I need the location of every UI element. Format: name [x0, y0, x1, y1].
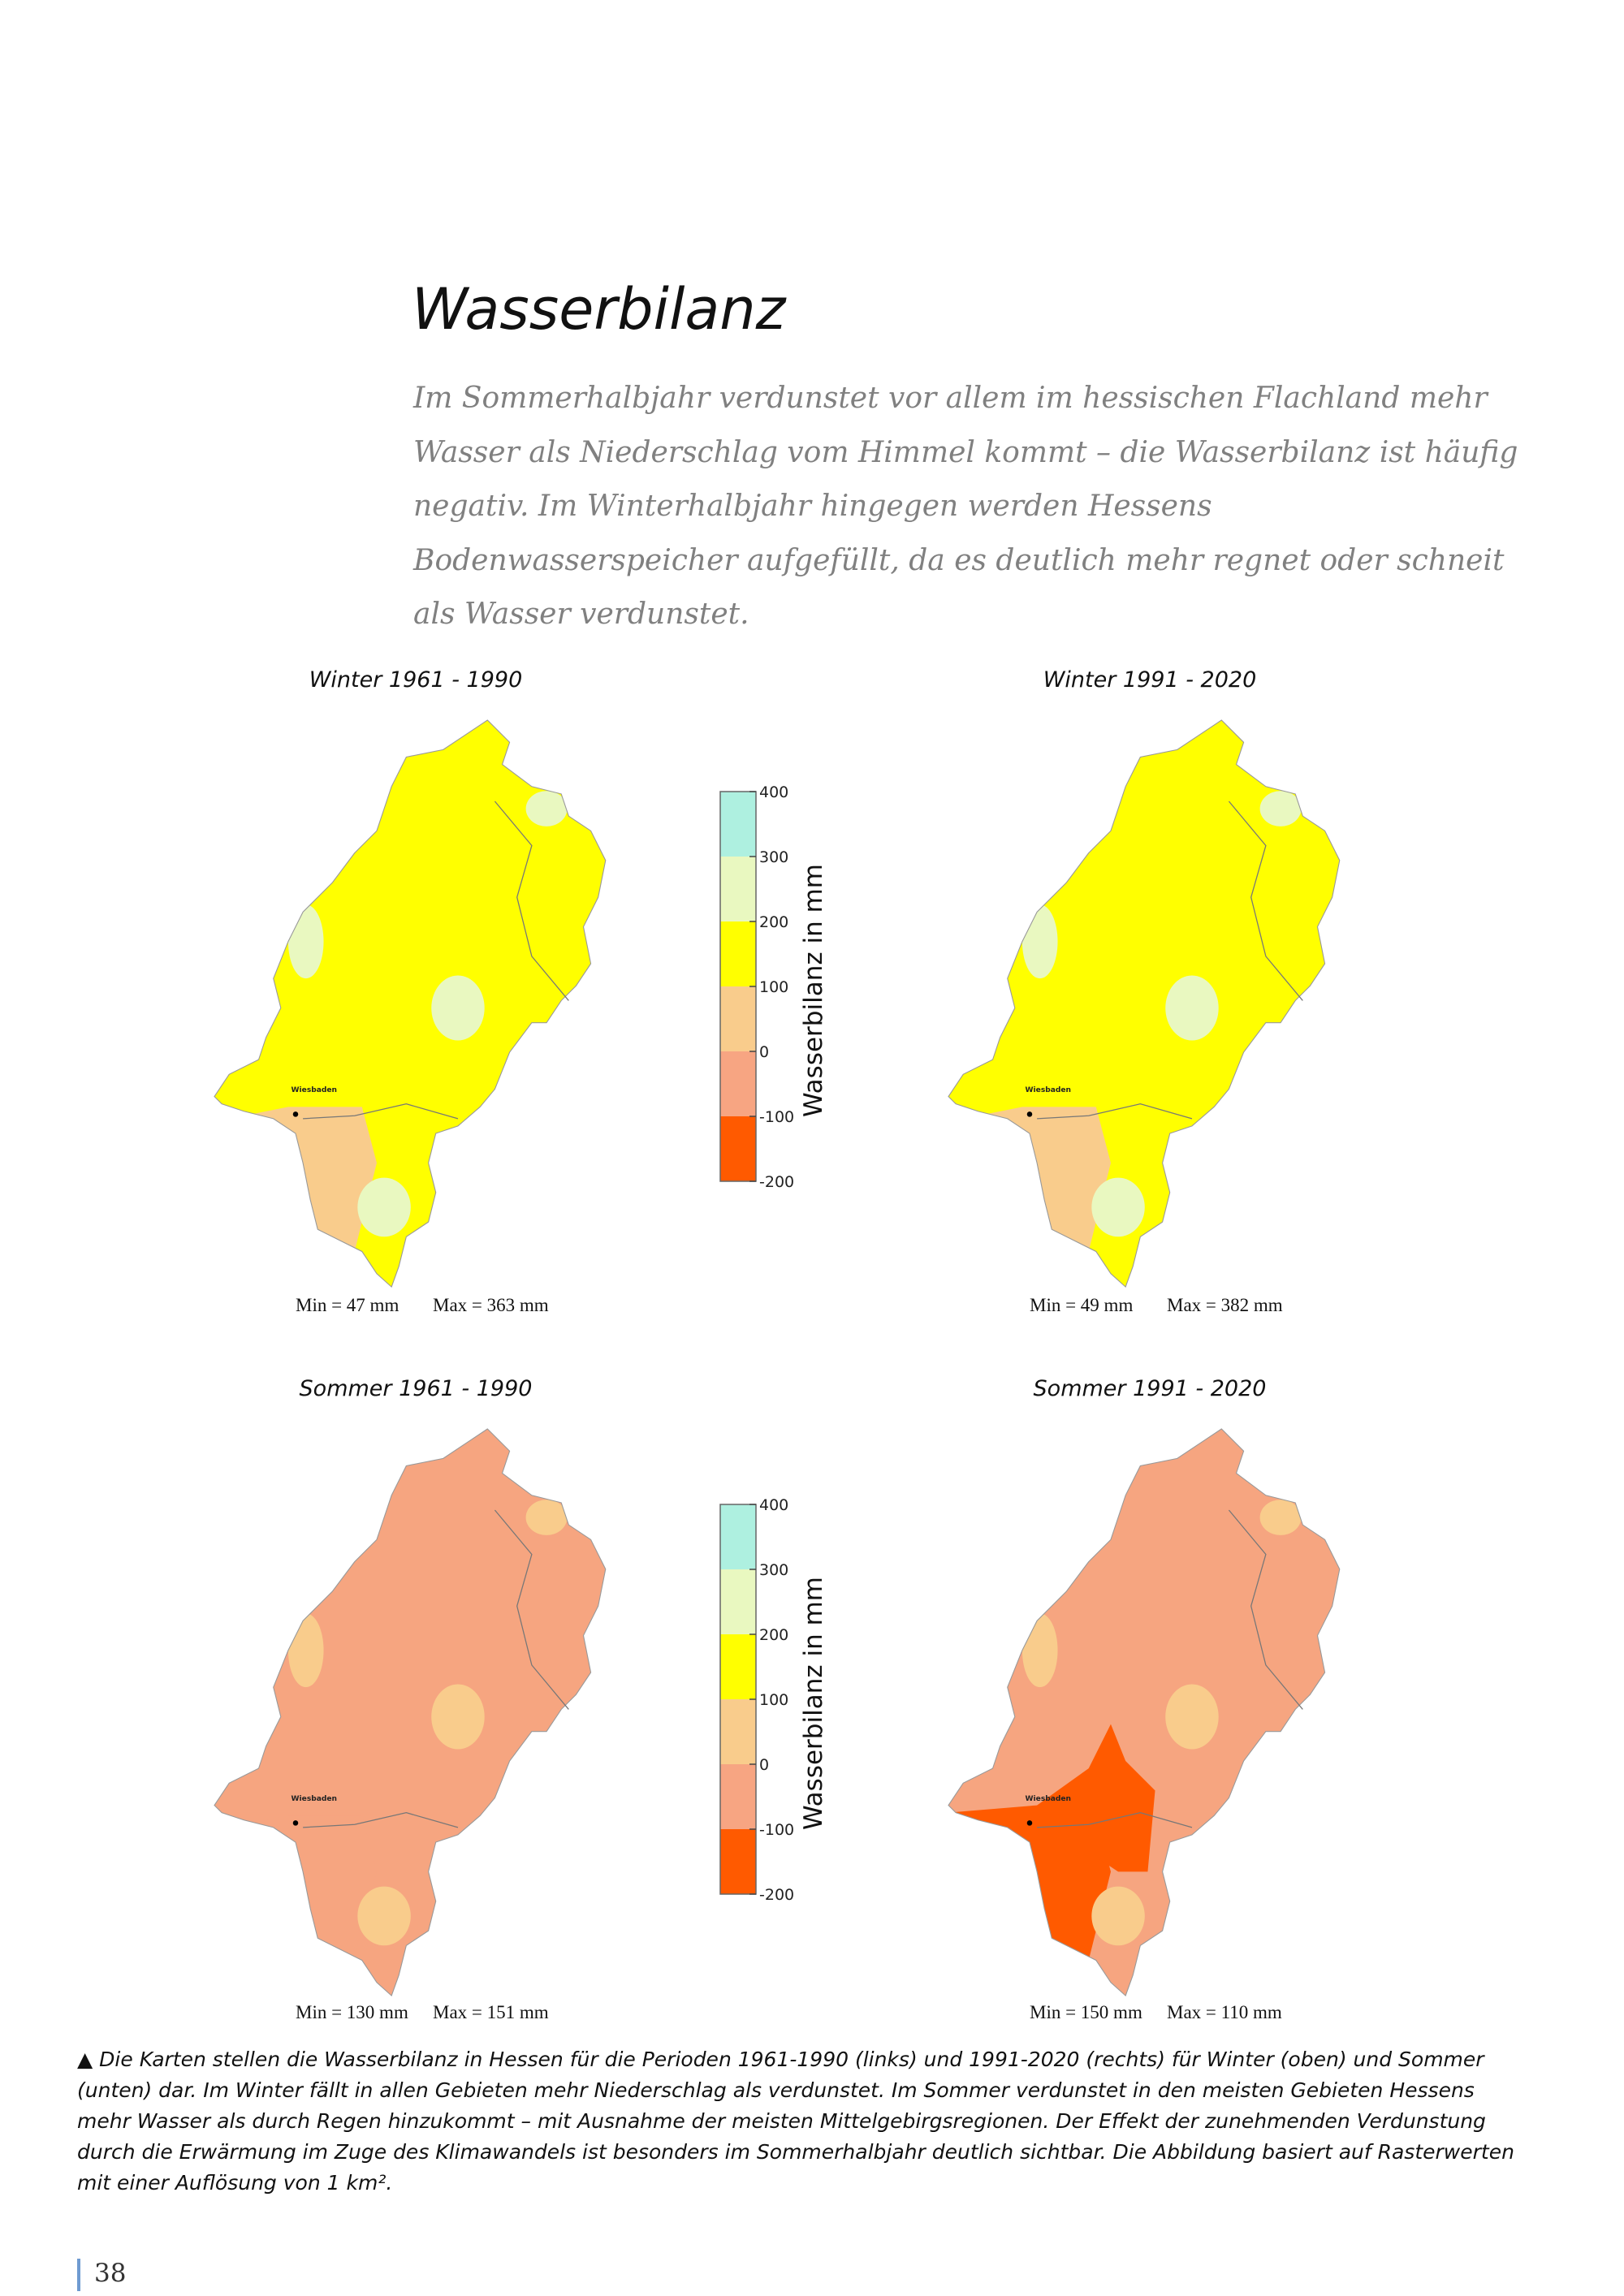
- intro-text: Im Sommerhalbjahr verdunstet vor allem i…: [413, 382, 1518, 631]
- legend-swatch: [720, 1504, 756, 1569]
- map-border: [303, 1509, 569, 1828]
- map-min: Min = 150 mm: [1030, 2002, 1142, 2022]
- map-south-region: [948, 1724, 1155, 1901]
- map-min: Min = 49 mm: [1030, 1295, 1134, 1315]
- city-label: Wiesbaden: [292, 1086, 337, 1094]
- map-patch: [1259, 791, 1302, 826]
- legend-tick-label: 300: [759, 848, 788, 866]
- map-border: [303, 801, 569, 1120]
- legend-tick-label: 100: [759, 978, 788, 996]
- legend-swatch: [720, 1051, 756, 1116]
- map-patch: [431, 1684, 485, 1750]
- map-south-region: [244, 1107, 377, 1252]
- page-bar: [77, 2259, 80, 2291]
- legend-swatch: [720, 921, 756, 986]
- legend-tick-label: 100: [759, 1691, 788, 1709]
- map-patch: [525, 1500, 568, 1535]
- map-patch: [287, 1613, 324, 1688]
- map-min: Min = 47 mm: [296, 1295, 400, 1315]
- map-patch: [287, 904, 324, 979]
- map-border: [1037, 801, 1303, 1120]
- map-border: [1037, 1509, 1303, 1828]
- map-patch: [1165, 1684, 1219, 1750]
- map: Wiesbaden: [214, 1428, 607, 1997]
- legend-tick-label: 400: [759, 783, 788, 801]
- map-max: Max = 110 mm: [1167, 2002, 1282, 2022]
- legend-tick-label: -200: [759, 1886, 794, 1904]
- legend-title: Wasserbilanz in mm: [799, 864, 828, 1117]
- legend-tick-label: -200: [759, 1173, 794, 1191]
- map-patch: [357, 1886, 411, 1946]
- map-south-region: [244, 1815, 377, 1961]
- map-patch: [357, 1177, 411, 1237]
- legend-tick-label: 0: [759, 1756, 769, 1774]
- map-patch: [1021, 904, 1058, 979]
- legend-tick-label: -100: [759, 1108, 794, 1126]
- map: Wiesbaden: [948, 719, 1341, 1288]
- map-patch: [1259, 1500, 1302, 1535]
- legend-tick-label: 0: [759, 1043, 769, 1061]
- city-dot: [1026, 1111, 1033, 1117]
- map-max: Max = 151 mm: [433, 2002, 549, 2022]
- map-patch: [1021, 1613, 1058, 1688]
- map: Wiesbaden: [948, 1428, 1341, 1997]
- legend-tick-label: 300: [759, 1561, 788, 1579]
- map-title: Winter 1991 - 2020: [1043, 667, 1257, 693]
- legend-swatch: [720, 1634, 756, 1699]
- figure-caption: ▲ Die Karten stellen die Wasserbilanz in…: [77, 2048, 1514, 2195]
- map-title: Sommer 1991 - 2020: [1033, 1376, 1267, 1401]
- map-max: Max = 363 mm: [433, 1295, 549, 1315]
- map-patch: [1091, 1177, 1145, 1237]
- legend-swatch: [720, 792, 756, 857]
- legend-swatch: [720, 857, 756, 921]
- legend-swatch: [720, 1764, 756, 1829]
- page-title: Wasserbilanz: [412, 276, 786, 343]
- legend-swatch: [720, 1116, 756, 1181]
- map-patch: [431, 975, 485, 1041]
- legend-swatch: [720, 1569, 756, 1634]
- city-label: Wiesbaden: [1026, 1086, 1071, 1094]
- legend-tick-label: -100: [759, 1821, 794, 1839]
- page-number: 38: [94, 2259, 127, 2288]
- map-title: Winter 1961 - 1990: [309, 667, 523, 693]
- map: Wiesbaden: [214, 719, 607, 1288]
- city-dot: [1026, 1820, 1033, 1826]
- city-dot: [292, 1820, 299, 1826]
- city-label: Wiesbaden: [292, 1795, 337, 1803]
- map-south-region: [978, 1107, 1111, 1252]
- legend-tick-label: 400: [759, 1496, 788, 1514]
- map-patch: [1091, 1886, 1145, 1946]
- map-patch: [1165, 975, 1219, 1041]
- legend-swatch: [720, 1699, 756, 1764]
- legend-title: Wasserbilanz in mm: [799, 1577, 828, 1830]
- map-patch: [525, 791, 568, 826]
- map-max: Max = 382 mm: [1167, 1295, 1283, 1315]
- legend-tick-label: 200: [759, 1626, 788, 1644]
- legend-swatch: [720, 986, 756, 1051]
- map-min: Min = 130 mm: [296, 2002, 408, 2022]
- city-dot: [292, 1111, 299, 1117]
- legend-tick-label: 200: [759, 913, 788, 931]
- city-label: Wiesbaden: [1026, 1795, 1071, 1803]
- map-title: Sommer 1961 - 1990: [299, 1376, 533, 1401]
- legend-swatch: [720, 1829, 756, 1894]
